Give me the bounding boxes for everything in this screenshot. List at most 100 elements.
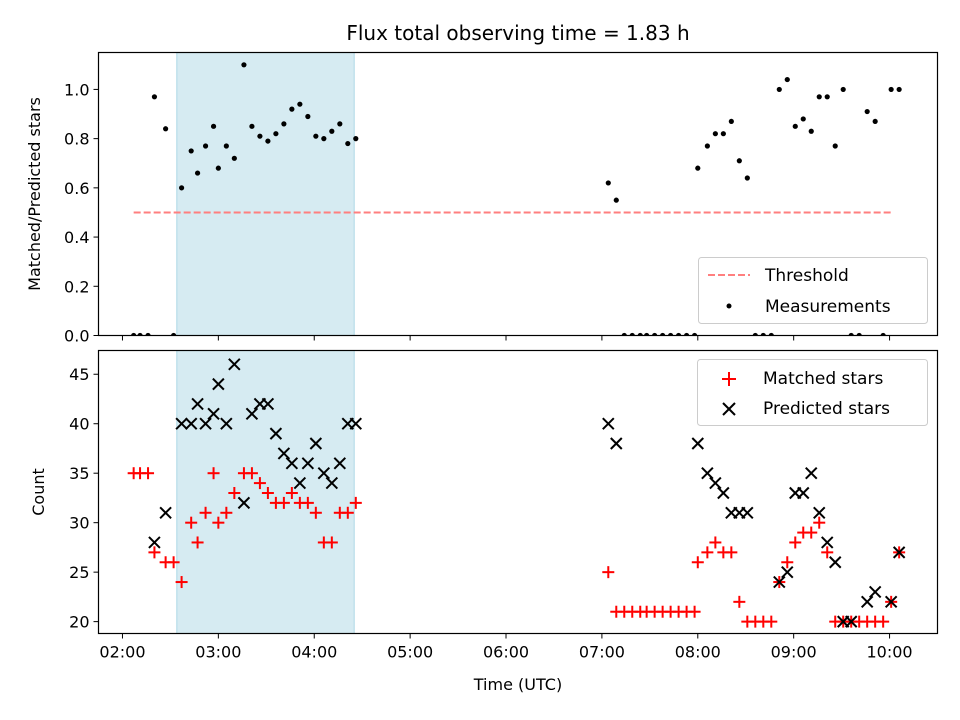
measurement-points bbox=[131, 62, 902, 336]
predicted-star-point bbox=[691, 437, 704, 450]
predicted-star-point bbox=[892, 546, 906, 559]
measurement-point bbox=[329, 128, 335, 134]
measurement-point bbox=[760, 332, 766, 336]
measurement-point bbox=[728, 118, 734, 125]
x-stroke-b bbox=[701, 466, 714, 480]
measurement-point bbox=[800, 116, 806, 122]
y-tick-label: 1.0 bbox=[64, 80, 89, 99]
measurement-point bbox=[736, 158, 742, 164]
measurement-point bbox=[676, 332, 682, 336]
predicted-star-point bbox=[325, 476, 339, 490]
x-tick-label: 10:00 bbox=[867, 643, 913, 662]
x-stroke-b bbox=[245, 407, 259, 421]
measurement-point bbox=[171, 332, 177, 336]
predicted-star-point bbox=[884, 595, 898, 609]
matched-star-point bbox=[789, 536, 802, 549]
x-stroke-b bbox=[892, 546, 906, 559]
measurement-point bbox=[644, 332, 650, 336]
measurement-point bbox=[151, 94, 158, 100]
x-stroke-b bbox=[741, 506, 754, 519]
top-panel: 0.0 0.2 0.4 0.6 0.8 1.0 Matched/Predicted sta… bbox=[25, 51, 939, 346]
matched-star-point bbox=[877, 615, 890, 628]
matched-stars-series bbox=[127, 467, 906, 628]
legend-predicted-label: Predicted stars bbox=[763, 399, 890, 419]
measurement-point bbox=[313, 133, 319, 139]
x-stroke-b bbox=[184, 417, 198, 430]
y-tick-label: 0.2 bbox=[64, 277, 89, 296]
measurement-point bbox=[691, 332, 698, 336]
matched-star-point bbox=[191, 536, 204, 549]
x-stroke-b bbox=[717, 486, 730, 500]
matched-star-point bbox=[733, 595, 746, 608]
measurement-point bbox=[337, 121, 343, 127]
matched-star-point bbox=[701, 546, 714, 559]
measurement-point bbox=[704, 143, 710, 149]
top-legend: Threshold Measurements bbox=[698, 257, 928, 324]
matched-star-point bbox=[349, 496, 362, 509]
matched-star-point bbox=[199, 506, 212, 519]
y-tick-label: 0.8 bbox=[64, 130, 89, 149]
measurement-point bbox=[695, 165, 701, 171]
measurement-point bbox=[848, 332, 854, 336]
predicted-star-point bbox=[602, 417, 615, 430]
y-tick-label: 0.6 bbox=[64, 179, 89, 198]
y-tick-label: 35 bbox=[69, 464, 89, 483]
measurement-point bbox=[880, 332, 886, 336]
x-stroke-b bbox=[207, 407, 220, 421]
measurement-point bbox=[223, 143, 229, 149]
matched-star-point bbox=[212, 516, 225, 529]
predicted-star-point bbox=[797, 486, 810, 500]
top-legend-box bbox=[698, 257, 928, 324]
measurement-point bbox=[210, 123, 217, 129]
matched-star-point bbox=[167, 556, 180, 569]
y-tick-label: 45 bbox=[69, 365, 89, 384]
top-shaded-span bbox=[176, 52, 355, 336]
x-stroke-b bbox=[797, 486, 810, 500]
measurement-point bbox=[683, 332, 690, 336]
measurement-point bbox=[888, 86, 894, 93]
x-stroke-b bbox=[844, 615, 858, 628]
matched-star-point bbox=[341, 506, 354, 519]
predicted-star-point bbox=[717, 486, 730, 500]
measurement-point bbox=[605, 180, 611, 186]
chart-title: Flux total observing time = 1.83 h bbox=[346, 21, 689, 45]
x-stroke-b bbox=[277, 447, 291, 460]
measurement-point bbox=[145, 332, 151, 336]
x-tick-label: 02:00 bbox=[99, 643, 145, 662]
x-stroke-b bbox=[325, 476, 339, 490]
matched-star-point bbox=[142, 467, 155, 480]
x-tick-label: 08:00 bbox=[675, 643, 721, 662]
matched-star-point bbox=[228, 486, 241, 499]
x-stroke-b bbox=[602, 417, 615, 430]
predicted-star-point bbox=[159, 506, 172, 519]
top-axes-frame bbox=[97, 51, 939, 337]
matched-star-point bbox=[301, 496, 314, 509]
matched-star-point bbox=[781, 556, 794, 569]
measurement-point bbox=[131, 332, 137, 336]
measurement-point bbox=[744, 175, 750, 181]
measurement-point bbox=[752, 332, 758, 336]
measurement-point bbox=[824, 94, 830, 100]
matched-star-point bbox=[220, 506, 233, 519]
predicted-star-point bbox=[333, 457, 347, 470]
measurement-point bbox=[660, 332, 666, 336]
bottom-y-axis-label: Count bbox=[29, 468, 48, 516]
measurement-point bbox=[257, 133, 263, 139]
x-stroke-b bbox=[884, 595, 898, 609]
matched-star-point bbox=[813, 516, 826, 529]
matched-star-point bbox=[207, 467, 220, 480]
x-stroke-b bbox=[285, 457, 299, 470]
matched-star-point bbox=[261, 486, 274, 499]
x-stroke-b bbox=[228, 358, 241, 371]
measurement-point bbox=[784, 76, 790, 83]
predicted-star-point bbox=[781, 565, 794, 579]
x-stroke-b bbox=[868, 585, 882, 599]
measurement-point bbox=[792, 123, 798, 129]
x-stroke-b bbox=[829, 556, 842, 569]
x-tick-label: 06:00 bbox=[483, 643, 529, 662]
predicted-star-point bbox=[220, 417, 233, 430]
x-stroke-b bbox=[175, 417, 188, 430]
measurement-point bbox=[305, 113, 311, 120]
x-stroke-b bbox=[261, 397, 275, 411]
